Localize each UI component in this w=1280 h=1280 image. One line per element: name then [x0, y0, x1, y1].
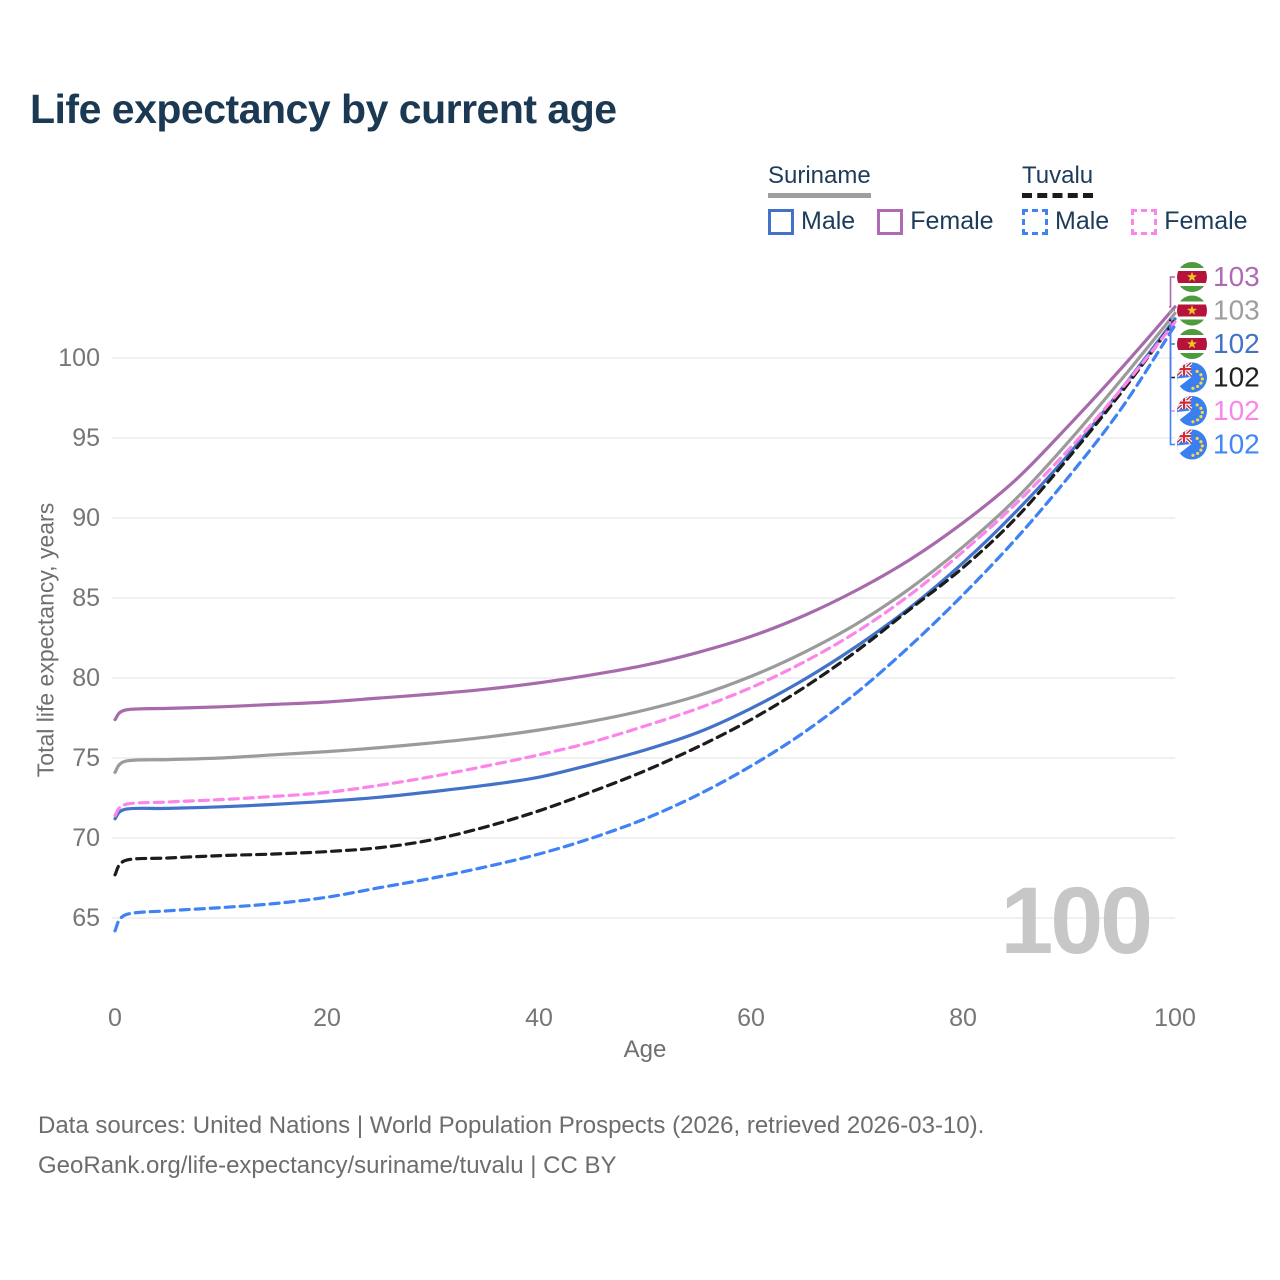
legend-item-suriname-male[interactable]: Male	[768, 207, 855, 236]
legend-title-tuvalu: Tuvalu	[1022, 162, 1094, 198]
legend-label-tuvalu-female: Female	[1164, 207, 1248, 235]
x-axis-title: Age	[624, 1036, 667, 1063]
end-value-suriname-both-sexes-: 103	[1213, 295, 1260, 326]
x-tick-100: 100	[1154, 1004, 1196, 1032]
watermark: 100	[1000, 868, 1153, 974]
legend-item-suriname-female[interactable]: Female	[877, 207, 994, 236]
legend-item-tuvalu-male[interactable]: Male	[1022, 207, 1109, 236]
series-line-suriname-female	[113, 305, 1177, 722]
page-title: Life expectancy by current age	[30, 86, 617, 132]
x-tick-80: 80	[949, 1004, 977, 1032]
y-tick-95: 95	[72, 424, 100, 452]
end-value-tuvalu-female: 102	[1213, 395, 1260, 426]
series-line-suriname-both-sexes-	[113, 311, 1177, 774]
legend-title-suriname: Suriname	[768, 162, 871, 198]
legend-label-suriname-male: Male	[801, 207, 856, 235]
series-line-suriname-male	[113, 317, 1177, 821]
gridlines	[112, 357, 1175, 919]
y-tick-100: 100	[58, 344, 100, 372]
suriname-flag-icon	[1177, 329, 1207, 359]
leader-line	[1169, 276, 1175, 308]
legend-label-suriname-female: Female	[910, 207, 994, 235]
series-line-tuvalu-female	[113, 320, 1177, 818]
tuvalu-female-swatch-icon	[1131, 208, 1158, 235]
end-value-tuvalu-both-sexes-: 102	[1213, 362, 1260, 393]
y-tick-70: 70	[72, 824, 100, 852]
x-tick-40: 40	[525, 1004, 553, 1032]
x-tick-60: 60	[737, 1004, 765, 1032]
suriname-flag-icon	[1177, 296, 1207, 326]
y-tick-65: 65	[72, 904, 100, 932]
x-tick-0: 0	[108, 1004, 122, 1032]
data-series	[113, 305, 1177, 933]
tuvalu-flag-icon	[1177, 363, 1207, 393]
end-value-suriname-male: 102	[1213, 328, 1260, 359]
tuvalu-flag-icon	[1177, 430, 1207, 460]
y-tick-80: 80	[72, 664, 100, 692]
suriname-flag-icon	[1177, 262, 1207, 292]
footer: Data sources: United Nations | World Pop…	[38, 1106, 984, 1186]
tuvalu-flag-icon	[1177, 396, 1207, 426]
end-value-suriname-female: 103	[1213, 261, 1260, 292]
age-watermark: 100	[1000, 868, 1150, 974]
y-tick-90: 90	[72, 504, 100, 532]
y-tick-85: 85	[72, 584, 100, 612]
data-source-line: Data sources: United Nations | World Pop…	[38, 1112, 985, 1139]
tuvalu-male-swatch-icon	[1022, 208, 1048, 235]
y-tick-75: 75	[72, 744, 100, 772]
legend-item-tuvalu-female[interactable]: Female	[1131, 207, 1248, 236]
suriname-male-swatch-icon	[768, 208, 794, 235]
leader-line	[1169, 324, 1175, 446]
legend-label-tuvalu-male: Male	[1055, 207, 1110, 235]
suriname-female-swatch-icon	[877, 208, 904, 235]
axis-labels: 65 70 75 80 85 90 95 100 0 20 40 60 80 100 Age	[58, 344, 1196, 1063]
series-line-tuvalu-both-sexes-	[113, 318, 1177, 877]
end-value-tuvalu-male: 102	[1213, 429, 1260, 460]
legend-group-suriname: Suriname Male Female	[768, 162, 1016, 236]
leader-line	[1169, 309, 1175, 314]
x-tick-20: 20	[313, 1004, 341, 1032]
series-line-tuvalu-male	[113, 323, 1177, 933]
attribution-line: GeoRank.org/life-expectancy/suriname/tuv…	[38, 1152, 617, 1179]
legend-group-tuvalu: Tuvalu Male Female	[1022, 162, 1270, 236]
